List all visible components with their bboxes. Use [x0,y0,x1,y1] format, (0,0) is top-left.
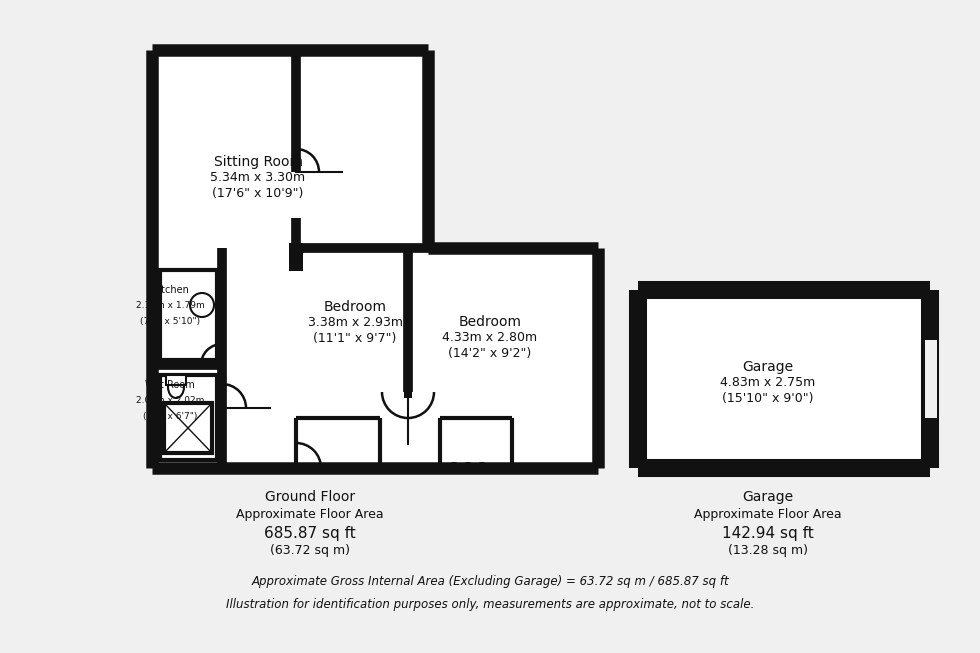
Bar [404,390,412,398]
Bar [925,340,937,418]
Bar [160,375,217,460]
Text: (15'10" x 9'0"): (15'10" x 9'0") [722,392,813,405]
Text: (7'1" x 5'10"): (7'1" x 5'10") [140,317,200,326]
Text: 2.02m x 2.02m: 2.02m x 2.02m [136,396,204,405]
Text: 2.18m x 1.79m: 2.18m x 1.79m [135,301,205,310]
Text: 4.33m x 2.80m: 4.33m x 2.80m [442,331,538,344]
Bar [166,375,186,385]
Text: 4.83m x 2.75m: 4.83m x 2.75m [720,376,815,389]
Text: Sitting Room: Sitting Room [214,155,303,169]
Text: Garage: Garage [743,360,794,374]
Bar [164,403,212,453]
Text: Illustration for identification purposes only, measurements are approximate, not: Illustration for identification purposes… [225,598,755,611]
Text: 3.38m x 2.93m: 3.38m x 2.93m [308,316,403,329]
Text: 5.34m x 3.30m: 5.34m x 3.30m [211,171,306,184]
Bar [638,290,930,468]
Text: (17'6" x 10'9"): (17'6" x 10'9") [213,187,304,200]
Text: Approximate Floor Area: Approximate Floor Area [694,508,842,521]
Text: 685.87 sq ft: 685.87 sq ft [265,526,356,541]
Text: Bedroom: Bedroom [323,300,386,314]
Text: (14'2" x 9'2"): (14'2" x 9'2") [449,347,531,360]
Text: Garage: Garage [743,490,794,504]
Bar [160,270,217,360]
Text: Bedroom: Bedroom [459,315,521,329]
Text: Approximate Gross Internal Area (Excluding Garage) = 63.72 sq m / 685.87 sq ft: Approximate Gross Internal Area (Excludi… [251,575,729,588]
Bar [289,243,303,271]
Text: Kitchen: Kitchen [152,285,188,295]
Polygon shape [152,50,598,468]
Text: Wet Room: Wet Room [145,380,195,390]
Text: (13.28 sq m): (13.28 sq m) [728,544,808,557]
Text: (63.72 sq m): (63.72 sq m) [270,544,350,557]
Text: (6'7" x 6'7"): (6'7" x 6'7") [143,412,197,421]
Text: Approximate Floor Area: Approximate Floor Area [236,508,384,521]
Text: 142.94 sq ft: 142.94 sq ft [722,526,813,541]
Text: (11'1" x 9'7"): (11'1" x 9'7") [314,332,397,345]
Text: Ground Floor: Ground Floor [265,490,355,504]
